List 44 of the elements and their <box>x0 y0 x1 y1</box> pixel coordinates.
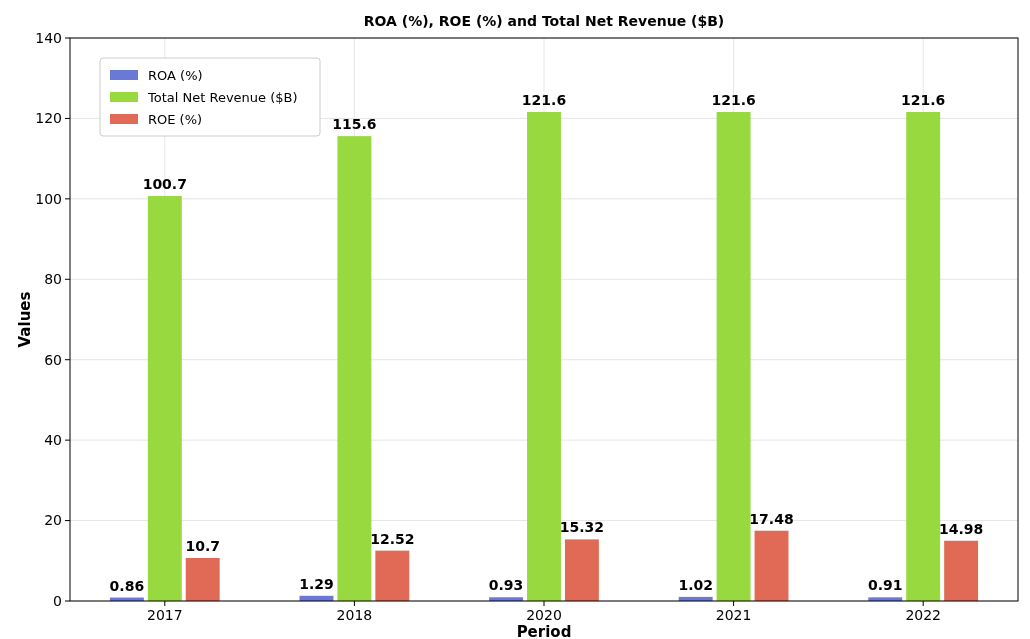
legend-label: Total Net Revenue ($B) <box>147 90 298 105</box>
y-tick-label: 40 <box>44 432 62 449</box>
bar <box>754 530 789 601</box>
x-tick-label: 2020 <box>526 607 562 623</box>
bar <box>527 111 561 601</box>
data-label: 14.98 <box>938 520 984 537</box>
data-label: 10.7 <box>185 537 220 554</box>
legend-label: ROA (%) <box>148 68 203 83</box>
bar <box>564 539 599 601</box>
y-tick-label: 60 <box>44 351 62 368</box>
y-tick-label: 120 <box>35 110 62 127</box>
data-label: 0.91 <box>868 577 903 594</box>
data-label: 17.48 <box>749 510 794 527</box>
data-label: 1.02 <box>678 576 713 593</box>
data-label: 100.7 <box>142 176 187 193</box>
y-tick-label: 0 <box>53 592 62 609</box>
data-label: 15.32 <box>559 519 605 536</box>
x-tick-label: 2017 <box>146 607 183 623</box>
data-label: 0.86 <box>109 577 145 594</box>
bar <box>944 540 979 601</box>
legend-label: ROE (%) <box>148 112 203 127</box>
x-axis-title: Period <box>516 623 572 639</box>
x-tick-label: 2022 <box>905 607 942 623</box>
data-label: 0.93 <box>488 577 524 594</box>
y-axis-title: Values <box>16 291 34 348</box>
x-tick-label: 2021 <box>715 607 752 623</box>
data-label: 115.6 <box>332 116 377 133</box>
data-label: 1.29 <box>299 575 334 592</box>
y-tick-label: 80 <box>44 271 62 288</box>
data-label: 121.6 <box>711 91 756 108</box>
bar <box>375 550 410 601</box>
chart-title: ROA (%), ROE (%) and Total Net Revenue ($B) <box>363 13 725 29</box>
data-label: 121.6 <box>521 91 567 108</box>
bar <box>147 196 182 601</box>
bar <box>906 111 941 601</box>
bar <box>716 111 751 601</box>
data-label: 121.6 <box>901 91 946 108</box>
bar <box>337 136 372 601</box>
data-label: 12.52 <box>370 530 415 547</box>
bar <box>185 557 220 601</box>
y-tick-label: 140 <box>35 29 62 46</box>
y-tick-label: 100 <box>35 190 62 207</box>
x-tick-label: 2018 <box>336 607 373 623</box>
y-tick-label: 20 <box>44 512 62 529</box>
